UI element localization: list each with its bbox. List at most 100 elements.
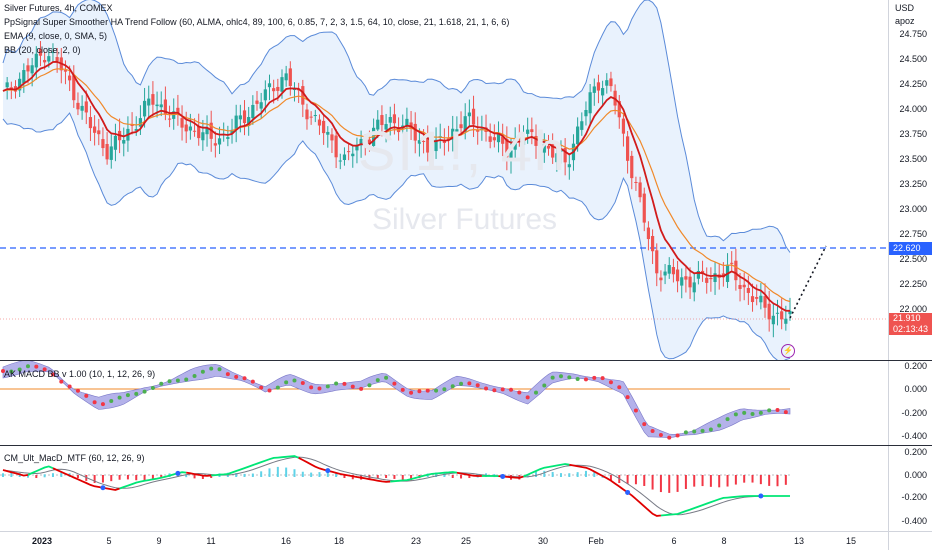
candle-body (650, 235, 655, 252)
macd-dot (359, 386, 364, 391)
time-tick: Feb (588, 536, 604, 546)
price-chart[interactable] (0, 0, 888, 360)
candle-body (234, 115, 238, 130)
histogram-bar (568, 473, 571, 477)
macd-dot (109, 399, 114, 404)
pane-separator-1[interactable] (0, 360, 932, 361)
macd-bb-title[interactable]: AK MACD BB v 1.00 (10, 1, 12, 26, 9) (4, 369, 156, 379)
histogram-bar (734, 475, 737, 485)
candle-body (526, 129, 530, 134)
macd-bb-pane[interactable]: AK MACD BB v 1.00 (10, 1, 12, 26, 9) (0, 361, 888, 445)
candle-body (509, 150, 513, 162)
price-pane[interactable]: SI1!, 4h Silver Futures Silver Futures, … (0, 0, 888, 360)
histogram-bar (593, 471, 596, 477)
cm-macd-scale[interactable]: 0.200 0.000 -0.200 -0.400 (888, 446, 932, 531)
macd-line (27, 465, 54, 476)
histogram-bar (43, 474, 46, 478)
candle-body (471, 108, 476, 125)
histogram-bar (26, 474, 29, 478)
cross-dot (100, 485, 106, 491)
time-tick: 5 (106, 536, 112, 546)
candle-body (738, 285, 742, 289)
candle-body (563, 148, 567, 163)
histogram-bar (651, 475, 654, 490)
histogram-bar (709, 475, 712, 487)
indicator-ppsignal[interactable]: PpSignal Super Smoother HA Trend Follow … (4, 17, 510, 27)
candle-body (784, 318, 788, 324)
candle-body (376, 119, 380, 130)
candle-body (646, 227, 651, 240)
histogram-bar (460, 475, 463, 479)
macd-dot (150, 386, 155, 391)
candle-body (151, 94, 155, 105)
macd-dot (367, 383, 372, 388)
price-scale[interactable]: USD apoz 24.750 24.500 24.250 24.000 23.750 2… (888, 0, 932, 360)
histogram-bar (701, 475, 704, 487)
time-axis[interactable]: 2023 5 9 11 16 18 23 25 30 Feb 6 8 13 15 (0, 532, 888, 550)
indicator-ema[interactable]: EMA (9, close, 0, SMA, 5) (4, 31, 108, 41)
macd-dot (84, 393, 89, 398)
macd-dot (692, 429, 697, 434)
candle-body (705, 277, 709, 283)
level-price-badge: 22.620 (889, 242, 932, 255)
macd-dot (500, 387, 505, 392)
macd-dot (309, 385, 314, 390)
candle-body (734, 260, 738, 281)
macd-dot (492, 388, 497, 393)
indicator-bb[interactable]: BB (20, close, 2, 0) (4, 45, 81, 55)
macd-dot (442, 387, 447, 392)
pane-separator-2[interactable] (0, 445, 932, 446)
candle-body (559, 150, 563, 152)
macd-dot (342, 381, 347, 386)
macd-bb-scale[interactable]: 0.200 0.000 -0.200 -0.400 (888, 361, 932, 445)
lightning-icon[interactable]: ⚡ (781, 344, 795, 358)
candle-body (513, 139, 517, 150)
macd-bb-band (2, 361, 791, 439)
candle-body (551, 144, 555, 158)
price-tick: 23.250 (899, 179, 927, 189)
candle-body (288, 68, 292, 86)
histogram-bar (110, 475, 113, 482)
candle-body (97, 130, 101, 135)
macd-dot (1, 369, 5, 373)
candle-body (771, 315, 775, 325)
macd-dot (434, 388, 439, 393)
macd-dot (583, 377, 588, 382)
macd-bb-chart[interactable] (0, 361, 888, 445)
candle-body (605, 80, 609, 86)
candle-body (763, 296, 767, 308)
candle-body (18, 78, 22, 91)
macd-dot (400, 387, 405, 392)
macd-dot (517, 390, 522, 395)
cm-macd-pane[interactable]: CM_Ult_MacD_MTF (60, 12, 26, 9) (0, 446, 888, 531)
price-tick: 22.250 (899, 279, 927, 289)
candle-body (309, 116, 313, 118)
histogram-bar (543, 470, 546, 477)
candle-body (68, 75, 72, 81)
candle-body (284, 73, 288, 81)
histogram-bar (726, 475, 729, 487)
histogram-bar (676, 475, 679, 492)
candle-body (546, 145, 551, 149)
candle-body (226, 137, 230, 139)
candle-body (159, 104, 163, 108)
countdown: 02:13:43 (893, 324, 929, 334)
bb-upper-line (2, 0, 791, 253)
candle-body (463, 116, 467, 132)
macd-line (298, 457, 391, 483)
macd-line (211, 455, 299, 477)
time-tick: 2023 (31, 536, 53, 546)
candle-body (217, 138, 222, 145)
candle-body (134, 129, 138, 131)
cm-macd-title[interactable]: CM_Ult_MacD_MTF (60, 12, 26, 9) (4, 453, 145, 463)
cm-macd-chart[interactable] (0, 446, 888, 531)
histogram-bar (260, 471, 263, 477)
candle-body (488, 136, 492, 142)
time-tick: 13 (793, 536, 805, 546)
chart-title[interactable]: Silver Futures, 4h, COMEX (4, 3, 113, 13)
macd-dot (750, 411, 755, 416)
candle-body (163, 99, 167, 115)
candle-body (317, 119, 322, 126)
histogram-bar (135, 475, 138, 481)
histogram-bar (551, 471, 554, 477)
